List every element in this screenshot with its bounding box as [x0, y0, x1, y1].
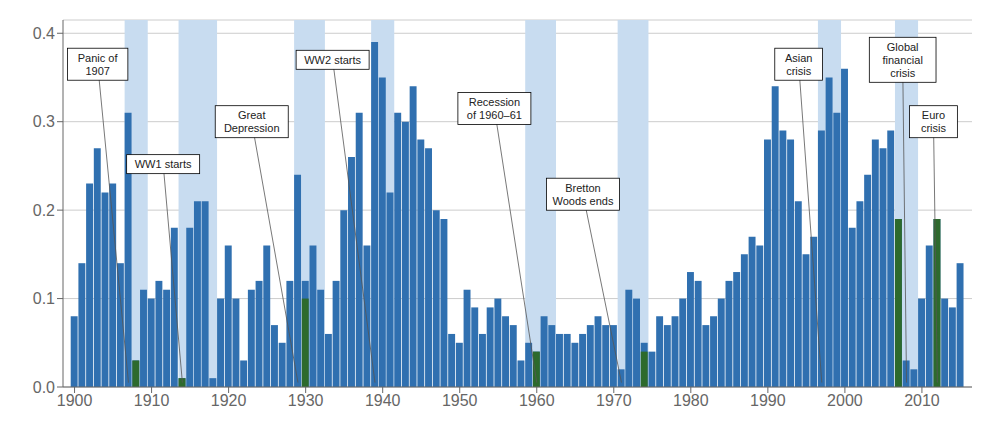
svg-text:1940: 1940 — [365, 392, 401, 409]
svg-text:WW2 starts: WW2 starts — [304, 54, 361, 66]
svg-text:0.4: 0.4 — [33, 25, 55, 42]
svg-text:0.3: 0.3 — [33, 113, 55, 130]
svg-text:1960: 1960 — [519, 392, 555, 409]
svg-text:Globalfinancialcrisis: Globalfinancialcrisis — [882, 41, 922, 79]
svg-text:1980: 1980 — [673, 392, 709, 409]
svg-text:BrettonWoods ends: BrettonWoods ends — [553, 182, 614, 207]
svg-text:1920: 1920 — [211, 392, 247, 409]
svg-text:Panic of1907: Panic of1907 — [78, 52, 119, 77]
svg-text:1930: 1930 — [288, 392, 324, 409]
svg-text:1910: 1910 — [134, 392, 170, 409]
svg-text:1990: 1990 — [750, 392, 786, 409]
svg-text:GreatDepression: GreatDepression — [224, 109, 280, 134]
svg-text:Eurocrisis: Eurocrisis — [921, 109, 947, 134]
svg-text:Asiancrisis: Asiancrisis — [785, 52, 813, 77]
svg-text:0.2: 0.2 — [33, 202, 55, 219]
svg-text:1900: 1900 — [57, 392, 93, 409]
svg-text:WW1 starts: WW1 starts — [135, 158, 192, 170]
svg-text:1950: 1950 — [442, 392, 478, 409]
svg-text:2010: 2010 — [904, 392, 940, 409]
svg-text:0.0: 0.0 — [33, 379, 55, 396]
svg-text:1970: 1970 — [596, 392, 632, 409]
svg-text:0.1: 0.1 — [33, 290, 55, 307]
svg-text:Recessionof 1960–61: Recessionof 1960–61 — [467, 96, 522, 121]
svg-text:2000: 2000 — [827, 392, 863, 409]
